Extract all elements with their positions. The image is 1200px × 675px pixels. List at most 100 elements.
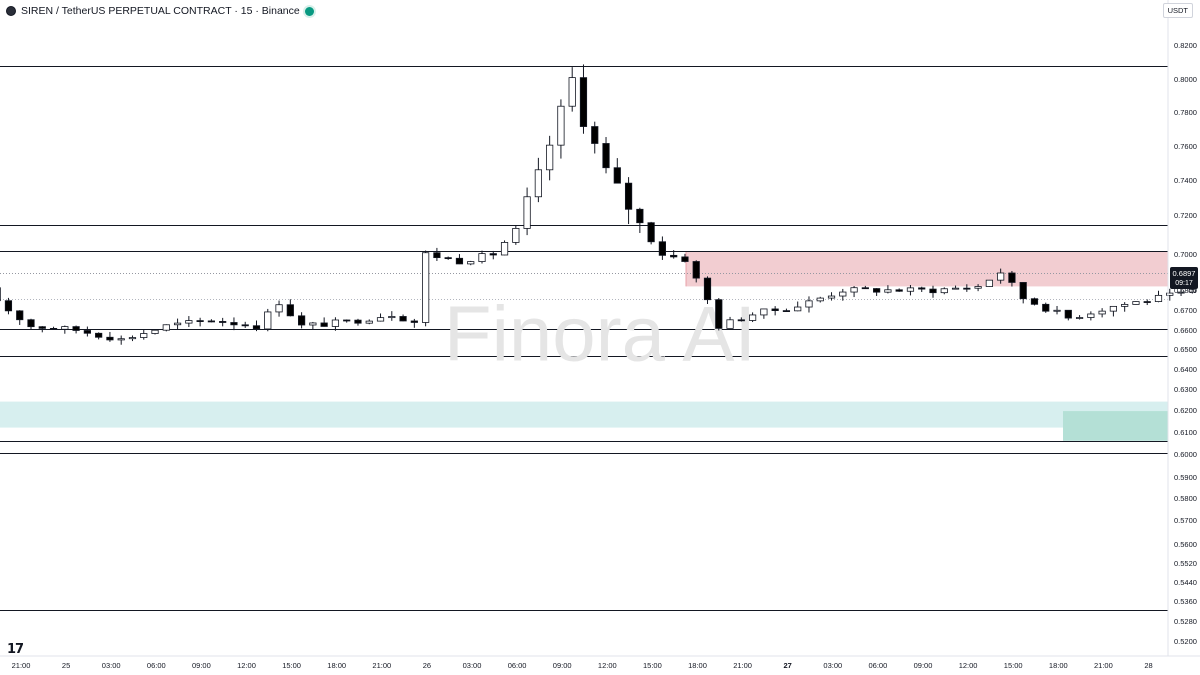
candle-body (376, 317, 385, 322)
price-tick-label: 0.5280 (1174, 617, 1197, 626)
candle-body (106, 336, 114, 341)
candle-body (241, 324, 249, 327)
support-zone-recent (1063, 411, 1168, 441)
candle-body (297, 315, 306, 326)
price-tick-label: 0.8200 (1174, 41, 1197, 50)
candle-body (940, 288, 948, 294)
candle-body (16, 310, 24, 321)
price-tick-label: 0.7600 (1174, 142, 1197, 151)
candle-body (827, 295, 836, 299)
candle-body (850, 287, 858, 293)
candle-body (173, 322, 182, 326)
candle-body (95, 332, 103, 338)
time-tick-label: 21:00 (733, 661, 752, 670)
time-tick-label: 21:00 (12, 661, 31, 670)
time-axis[interactable]: 21:00 25 03:00 06:00 09:00 12:00 15:00 18:00 21:… (12, 661, 1153, 670)
candle-body (771, 308, 779, 312)
time-tick-label: 15:00 (643, 661, 662, 670)
candle-body (27, 319, 35, 328)
candle-body (286, 304, 294, 317)
candle-body (918, 287, 926, 290)
price-axis[interactable]: 0.8200 0.8000 0.7800 0.7600 0.7400 0.7200 0.70… (1174, 41, 1197, 646)
resistance-zone (686, 251, 1168, 287)
candle-body (760, 308, 768, 316)
price-tick-label: 0.5600 (1174, 540, 1197, 549)
currency-label[interactable]: USDT (1162, 3, 1193, 18)
candle-body (884, 289, 892, 293)
time-tick-label: 06:00 (869, 661, 888, 670)
candle-body (1154, 294, 1163, 302)
candle-body (929, 288, 937, 294)
price-tick-label: 0.5900 (1174, 473, 1197, 482)
candles-layer (0, 64, 1196, 345)
time-tick-label: 12:00 (598, 661, 617, 670)
time-tick-label: 03:00 (823, 661, 842, 670)
candle-body (602, 143, 610, 169)
candle-body (1098, 310, 1106, 315)
candle-body (331, 319, 340, 327)
candle-body (433, 252, 441, 259)
time-tick-label: 18:00 (688, 661, 707, 670)
candle-body (546, 144, 554, 171)
candle-body (38, 326, 46, 329)
candle-body (1053, 309, 1061, 312)
symbol-title[interactable]: SIREN / TetherUS PERPETUAL CONTRACT · 15… (21, 5, 300, 17)
levels-layer (0, 66, 1168, 611)
time-tick-label: 12:00 (959, 661, 978, 670)
zones-layer (0, 251, 1168, 441)
candle-body (83, 330, 91, 334)
candle-body (264, 311, 272, 330)
candle-body (1177, 291, 1185, 294)
price-tick-label: 0.5200 (1174, 637, 1197, 646)
candle-body (839, 291, 847, 297)
candle-body (1008, 272, 1016, 283)
time-tick-label: 25 (62, 661, 70, 670)
price-tick-label: 0.7200 (1174, 211, 1197, 220)
tradingview-logo[interactable]: 17 (7, 642, 24, 657)
candle-body (692, 261, 700, 279)
price-tick-label: 0.6300 (1174, 385, 1197, 394)
time-tick-label: 18:00 (327, 661, 346, 670)
last-price-tag: 0.6897 09:17 (1170, 267, 1198, 289)
price-tick-label: 0.7000 (1174, 250, 1197, 259)
candle-body (230, 322, 238, 326)
symbol-header[interactable]: SIREN / TetherUS PERPETUAL CONTRACT · 15… (6, 4, 314, 18)
siren-coin-icon (6, 6, 16, 16)
candle-body (613, 167, 621, 184)
price-tick-label: 0.7400 (1174, 176, 1197, 185)
time-tick-label: 21:00 (1094, 661, 1113, 670)
candle-body (410, 320, 418, 323)
market-open-dot-icon (304, 6, 314, 16)
time-tick-label: 28 (1144, 661, 1152, 670)
candle-body (1087, 313, 1095, 318)
candle-body (624, 182, 633, 210)
candle-body (128, 337, 137, 340)
candle-body (591, 126, 599, 144)
candle-body (72, 326, 80, 331)
price-tick-label: 0.6800 (1174, 286, 1197, 295)
candle-body (388, 316, 396, 319)
candle-body (985, 279, 993, 287)
time-tick-label: 09:00 (553, 661, 572, 670)
price-tick-label: 0.5520 (1174, 559, 1197, 568)
candle-body (185, 320, 193, 324)
candle-body (861, 287, 869, 290)
support-zone (0, 401, 1168, 428)
last-price-label: 0.6897 (1173, 269, 1196, 278)
candle-body (320, 322, 328, 327)
candle-body (1064, 309, 1072, 319)
candle-body (489, 253, 497, 256)
candle-body (422, 252, 430, 323)
time-tick-label: 15:00 (1004, 661, 1023, 670)
candle-body (512, 228, 520, 243)
candle-body (579, 77, 588, 127)
time-tick-label: 26 (423, 661, 431, 670)
candle-body (1121, 304, 1129, 307)
candle-body (658, 241, 667, 256)
candle-body (557, 105, 565, 146)
candle-body (1042, 303, 1050, 312)
candle-body (1075, 317, 1084, 319)
time-tick-label: 06:00 (147, 661, 166, 670)
price-tick-label: 0.8000 (1174, 75, 1197, 84)
